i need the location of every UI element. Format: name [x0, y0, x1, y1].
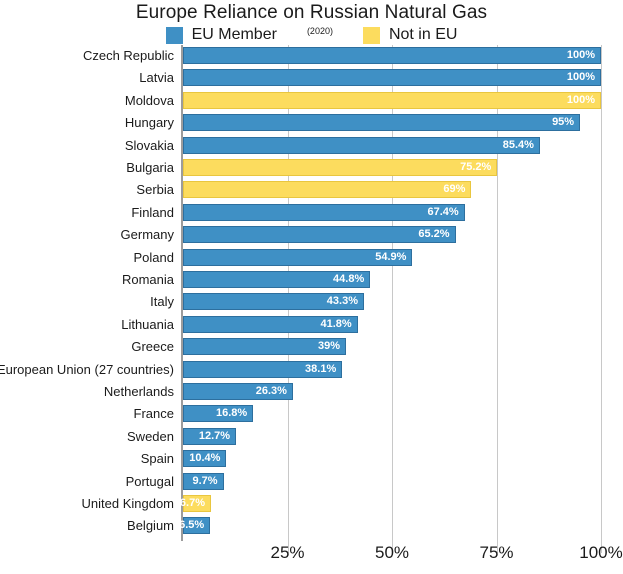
category-label: France	[133, 406, 174, 422]
gridline	[392, 45, 393, 553]
category-label: Finland	[131, 204, 174, 220]
bar[interactable]: 67.4%	[183, 203, 465, 221]
legend-label-not-in-eu: Not in EU	[388, 26, 458, 43]
bar[interactable]: 9.7%	[183, 472, 224, 490]
bar[interactable]: 6.5%	[179, 517, 211, 535]
category-label: Hungary	[124, 115, 174, 131]
chart-title: Europe Reliance on Russian Natural Gas	[135, 2, 488, 23]
bar[interactable]: 54.9%	[183, 248, 413, 266]
bar-value-label: 38.1%	[305, 362, 337, 375]
y-axis-line	[181, 45, 183, 541]
bar-value-label: 39%	[317, 340, 341, 353]
bar[interactable]: 38.1%	[183, 360, 343, 378]
bar[interactable]: 100%	[183, 91, 601, 109]
bar[interactable]: 85.4%	[183, 136, 540, 154]
category-label: European Union (27 countries)	[0, 361, 174, 377]
bar-value-label: 69%	[443, 183, 466, 196]
legend-year-annotation: (2020)	[306, 26, 333, 36]
legend-item-not-in-eu: Not in EU	[362, 26, 458, 44]
bar-value-label: 100%	[566, 49, 595, 61]
legend-item-eu-member: EU Member	[165, 26, 277, 44]
bar-value-label: 9.7%	[192, 474, 218, 487]
bar[interactable]: 41.8%	[183, 315, 358, 333]
category-label: Sweden	[127, 428, 174, 444]
x-tick-label: 50%	[374, 543, 410, 562]
category-label: Belgium	[127, 518, 174, 534]
bar-value-label: 100%	[566, 71, 595, 84]
bar[interactable]: 69%	[183, 181, 472, 199]
bar-value-label: 54.9%	[375, 250, 407, 263]
category-label: Italy	[150, 294, 174, 310]
bar-value-label: 100%	[566, 93, 595, 106]
bar-value-label: 41.8%	[320, 317, 352, 330]
bar-value-label: 67.4%	[427, 205, 459, 218]
chart-legend: EU Member (2020) Not in EU	[0, 25, 623, 45]
category-label: Serbia	[136, 182, 174, 198]
bar[interactable]: 44.8%	[183, 271, 371, 288]
category-label: Latvia	[139, 70, 174, 86]
category-label: Poland	[133, 249, 174, 265]
bar[interactable]: 65.2%	[183, 226, 456, 244]
category-label: Greece	[131, 339, 174, 355]
category-label: Lithuania	[121, 316, 174, 332]
bar[interactable]: 6.7%	[179, 495, 211, 512]
bar-value-label: 10.4%	[189, 452, 221, 465]
gridline	[601, 45, 602, 553]
category-label: Portugal	[125, 473, 174, 489]
bar[interactable]: 43.3%	[183, 293, 364, 311]
bar-value-label: 44.8%	[333, 273, 365, 285]
bar-value-label: 85.4%	[502, 138, 534, 151]
bar[interactable]: 16.8%	[183, 405, 254, 423]
legend-swatch-not-in-eu	[362, 26, 380, 44]
bar-value-label: 6.5%	[179, 519, 205, 532]
category-label: Bulgaria	[126, 160, 174, 175]
category-label: Slovakia	[124, 137, 174, 153]
bar-value-label: 75.2%	[460, 161, 492, 173]
legend-swatch-eu-member	[165, 26, 183, 44]
bar[interactable]: 12.7%	[183, 427, 237, 445]
gridline	[496, 45, 498, 553]
bar-value-label: 43.3%	[326, 295, 358, 308]
category-label: Moldova	[124, 92, 174, 108]
bar[interactable]: 39%	[183, 338, 347, 356]
bar-value-label: 26.3%	[255, 385, 287, 397]
x-tick-label: 75%	[479, 543, 514, 562]
bar-value-label: 95%	[552, 116, 575, 129]
bar[interactable]: 100%	[183, 69, 601, 87]
category-label: Netherlands	[103, 384, 174, 399]
bar[interactable]: 75.2%	[183, 159, 498, 176]
bar[interactable]: 10.4%	[183, 450, 227, 468]
bar[interactable]: 26.3%	[183, 383, 293, 400]
category-label: Germany	[120, 227, 174, 243]
category-label: Spain	[140, 451, 174, 467]
x-tick-label: 25%	[270, 543, 305, 562]
bar[interactable]: 95%	[183, 114, 581, 132]
category-label: United Kingdom	[81, 496, 175, 511]
bar-value-label: 12.7%	[198, 429, 231, 442]
bar-value-label: 16.8%	[216, 407, 248, 420]
bar-value-label: 65.2%	[418, 228, 450, 241]
bar-value-label: 6.7%	[179, 497, 205, 509]
category-label: Romania	[121, 272, 174, 287]
x-tick-label: 100%	[579, 543, 623, 562]
category-label: Czech Republic	[82, 48, 174, 63]
plot-area: Czech Republic 100% Latvia 100% Moldova 100% H…	[0, 45, 602, 553]
bar[interactable]: 100%	[183, 47, 601, 64]
legend-label-eu-member: EU Member	[191, 26, 277, 43]
